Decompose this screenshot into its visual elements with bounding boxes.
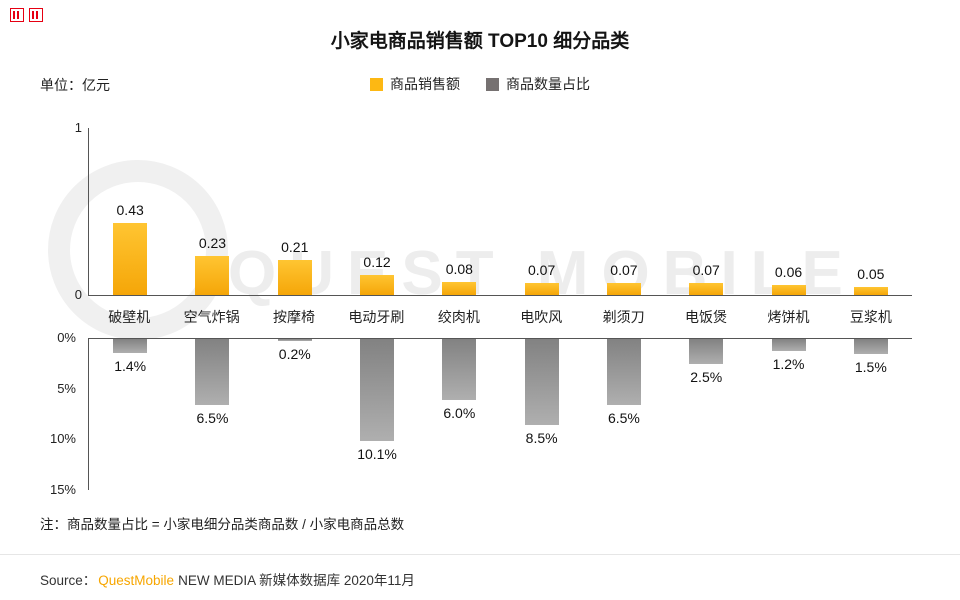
source-suffix: NEW MEDIA 新媒体数据库 2020年11月 bbox=[178, 573, 415, 588]
ratio-column: 1.5% bbox=[830, 339, 912, 490]
sales-value-label: 0.21 bbox=[281, 238, 309, 255]
sales-bar bbox=[853, 286, 888, 295]
footer-divider bbox=[0, 554, 960, 555]
source-brand: QuestMobile bbox=[98, 573, 175, 588]
sales-axis-tick: 1 bbox=[74, 120, 82, 135]
sales-column: 0.21 bbox=[254, 128, 336, 295]
sales-bar bbox=[113, 222, 148, 295]
ratio-value-label: 1.5% bbox=[854, 359, 887, 376]
ratio-bar bbox=[853, 339, 888, 355]
unit-label: 单位：亿元 bbox=[40, 77, 110, 93]
sales-value-label: 0.07 bbox=[692, 262, 720, 279]
ratio-bar bbox=[524, 339, 559, 426]
category-label: 剃须刀 bbox=[602, 309, 645, 325]
ratio-bar bbox=[606, 339, 641, 405]
legend-swatch-ratio bbox=[486, 77, 499, 91]
sales-bar bbox=[606, 283, 641, 295]
ratio-bar bbox=[442, 339, 477, 400]
legend-label-ratio: 商品数量占比 bbox=[506, 76, 590, 92]
sales-value-label: 0.07 bbox=[610, 262, 638, 279]
ratio-plot: 1.4% 6.5% 0.2% 10.1% 6.0% 8.5% 6.5% 2.5% 1.2% 1.5… bbox=[88, 338, 912, 490]
ratio-column: 10.1% bbox=[336, 339, 418, 490]
ratio-axis-tick: 15% bbox=[49, 482, 76, 497]
ratio-column: 6.5% bbox=[171, 339, 253, 490]
legend-item-ratio: 商品数量占比 bbox=[486, 74, 590, 94]
sales-bar bbox=[195, 256, 230, 295]
sales-column: 0.43 bbox=[89, 128, 171, 295]
sales-value-label: 0.06 bbox=[774, 263, 803, 280]
ratio-axis-tick: 0% bbox=[57, 330, 76, 345]
ratio-column: 6.0% bbox=[418, 339, 500, 490]
category-label: 绞肉机 bbox=[437, 309, 480, 325]
brand-seal-icon bbox=[29, 8, 43, 22]
sales-column: 0.07 bbox=[583, 128, 665, 295]
sales-column: 0.12 bbox=[336, 128, 418, 295]
category-label: 豆浆机 bbox=[849, 309, 892, 325]
sales-bar bbox=[771, 284, 806, 295]
ratio-value-label: 0.2% bbox=[278, 346, 311, 363]
sales-column: 0.23 bbox=[171, 128, 253, 295]
legend-item-sales: 商品销售额 bbox=[370, 74, 460, 94]
legend: 商品销售额 商品数量占比 bbox=[370, 74, 590, 94]
ratio-column: 8.5% bbox=[500, 339, 582, 490]
sales-bar bbox=[277, 259, 312, 295]
ratio-bar bbox=[195, 339, 230, 405]
brand-seals bbox=[10, 8, 43, 22]
sales-plot: 0.43 0.23 0.21 0.12 0.08 0.07 0.07 0.07 0.06 0.05 bbox=[88, 128, 912, 296]
ratio-axis-tick: 5% bbox=[57, 381, 76, 396]
category-label: 按摩椅 bbox=[273, 309, 316, 325]
watermark-text: QUEST MOBILE bbox=[228, 239, 856, 308]
note-text: 注：商品数量占比 = 小家电细分品类商品数 / 小家电商品总数 bbox=[40, 517, 405, 532]
ratio-value-label: 6.5% bbox=[196, 409, 229, 426]
ratio-value-label: 6.0% bbox=[443, 404, 476, 421]
sales-value-label: 0.08 bbox=[445, 260, 473, 277]
sales-value-label: 0.23 bbox=[198, 235, 227, 252]
ratio-bar bbox=[771, 339, 806, 352]
ratio-value-label: 1.4% bbox=[114, 358, 147, 375]
ratio-bar bbox=[113, 339, 148, 354]
category-label: 空气炸锅 bbox=[183, 309, 240, 325]
sales-bar bbox=[360, 274, 395, 295]
ratio-bar bbox=[277, 339, 312, 342]
ratio-value-label: 1.2% bbox=[772, 356, 805, 373]
ratio-column: 2.5% bbox=[665, 339, 747, 490]
ratio-bar bbox=[689, 339, 724, 365]
ratio-column: 1.4% bbox=[89, 339, 171, 490]
sales-column: 0.07 bbox=[665, 128, 747, 295]
brand-seal-icon bbox=[10, 8, 24, 22]
sales-bar bbox=[442, 281, 477, 295]
sales-column: 0.08 bbox=[418, 128, 500, 295]
ratio-axis-tick: 10% bbox=[49, 431, 76, 446]
category-label: 电饭煲 bbox=[685, 309, 728, 325]
sales-column: 0.07 bbox=[500, 128, 582, 295]
category-row: 破壁机 空气炸锅 按摩椅 电动牙刷 绞肉机 电吹风 剃须刀 电饭煲 烤饼机 豆浆机 bbox=[88, 297, 912, 337]
ratio-value-label: 6.5% bbox=[607, 409, 640, 426]
sales-column: 0.05 bbox=[830, 128, 912, 295]
category-label: 烤饼机 bbox=[767, 309, 810, 325]
category-label: 电动牙刷 bbox=[348, 309, 405, 325]
ratio-bar bbox=[360, 339, 395, 442]
sales-value-label: 0.43 bbox=[116, 201, 144, 218]
sales-value-label: 0.07 bbox=[528, 262, 556, 279]
ratio-value-label: 8.5% bbox=[525, 430, 558, 447]
sales-axis-tick: 0 bbox=[74, 287, 82, 302]
sales-value-label: 0.12 bbox=[363, 253, 391, 270]
sales-bar bbox=[524, 283, 559, 295]
source-prefix: Source： bbox=[40, 573, 97, 588]
legend-label-sales: 商品销售额 bbox=[390, 76, 460, 92]
category-label: 电吹风 bbox=[520, 309, 563, 325]
sales-value-label: 0.05 bbox=[857, 265, 885, 282]
chart-title: 小家电商品销售额 TOP10 细分品类 bbox=[330, 31, 630, 52]
source-line: Source： QuestMobile NEW MEDIA 新媒体数据库 2020年… bbox=[40, 569, 415, 589]
category-label: 破壁机 bbox=[108, 309, 151, 325]
ratio-value-label: 2.5% bbox=[690, 369, 723, 386]
legend-swatch-sales bbox=[370, 77, 383, 91]
sales-bar bbox=[689, 283, 724, 295]
ratio-column: 6.5% bbox=[583, 339, 665, 490]
sales-column: 0.06 bbox=[747, 128, 829, 295]
ratio-value-label: 10.1% bbox=[357, 446, 397, 463]
ratio-column: 1.2% bbox=[747, 339, 829, 490]
ratio-column: 0.2% bbox=[254, 339, 336, 490]
